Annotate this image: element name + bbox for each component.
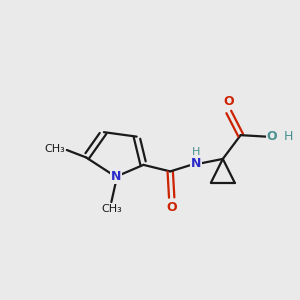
Text: O: O: [224, 95, 234, 108]
Text: O: O: [266, 130, 277, 143]
Text: CH₃: CH₃: [44, 143, 65, 154]
Text: H: H: [284, 130, 293, 143]
Text: N: N: [191, 157, 201, 170]
Text: CH₃: CH₃: [101, 203, 122, 214]
Text: H: H: [192, 147, 200, 157]
Text: O: O: [167, 201, 177, 214]
Text: N: N: [111, 170, 121, 183]
